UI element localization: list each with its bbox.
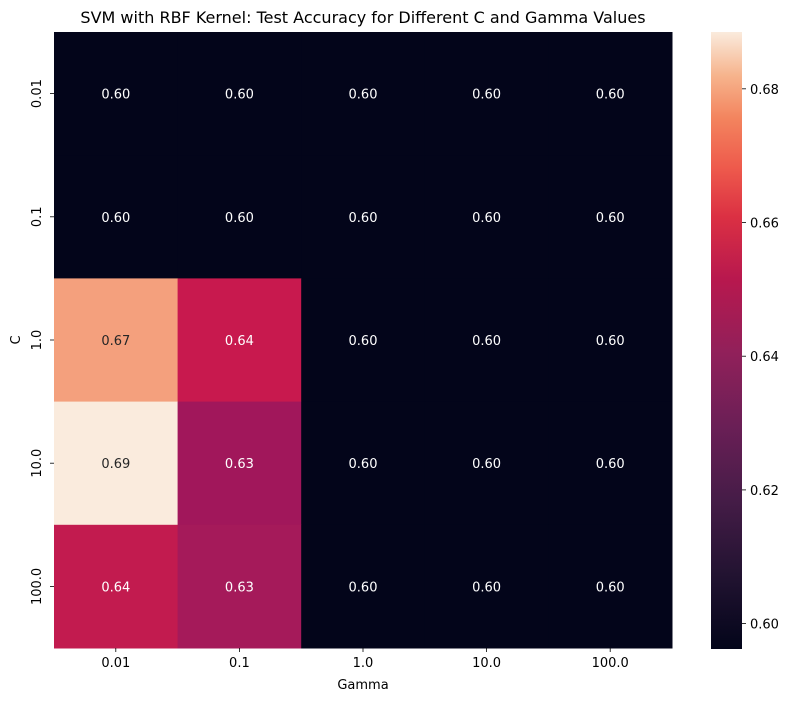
cell-value-label: 0.63	[225, 457, 254, 472]
cell-value-label: 0.60	[472, 334, 501, 349]
y-tick-label: 0.1	[30, 206, 45, 227]
x-tick-label: 10.0	[472, 656, 501, 671]
cell-value-label: 0.60	[472, 88, 501, 103]
cell-value-label: 0.64	[225, 334, 254, 349]
cell-value-label: 0.64	[101, 580, 130, 595]
heatmap-cell	[424, 155, 549, 279]
heatmap-cell-labels: 0.60 0.60 0.60 0.60 0.60 0.60 0.60 0.60 0.60 0.60…	[101, 88, 624, 596]
heatmap-cells	[54, 32, 673, 649]
heatmap-cell	[301, 524, 426, 649]
cell-value-label: 0.67	[101, 334, 130, 349]
heatmap-cell	[548, 32, 673, 156]
x-tick-label: 0.1	[229, 656, 250, 671]
colorbar-tick-label: 0.68	[750, 83, 779, 98]
y-tick-label: 10.0	[30, 449, 45, 478]
heatmap-cell	[177, 401, 302, 526]
x-tick-label: 1.0	[353, 656, 374, 671]
y-tick-label: 100.0	[30, 568, 45, 605]
heatmap-cell	[54, 155, 179, 279]
heatmap-cell	[54, 524, 179, 649]
cell-value-label: 0.60	[472, 457, 501, 472]
y-axis-label: C	[9, 335, 24, 344]
cell-value-label: 0.60	[596, 334, 625, 349]
heatmap-cell	[548, 524, 673, 649]
x-tick-label: 0.01	[101, 656, 130, 671]
heatmap-cell	[177, 278, 302, 403]
cell-value-label: 0.60	[349, 457, 378, 472]
y-tick-label: 0.01	[30, 79, 45, 108]
x-axis-ticks: 0.01 0.1 1.0 10.0 100.0	[101, 648, 629, 671]
cell-value-label: 0.63	[225, 580, 254, 595]
heatmap-cell	[548, 401, 673, 526]
colorbar-ticks: 0.60 0.62 0.64 0.66 0.68	[742, 83, 779, 633]
cell-value-label: 0.60	[101, 88, 130, 103]
heatmap-cell	[54, 32, 179, 156]
colorbar-tick-label: 0.66	[750, 217, 779, 232]
heatmap-cell	[177, 155, 302, 279]
cell-value-label: 0.69	[101, 457, 130, 472]
heatmap-cell	[424, 278, 549, 403]
heatmap-cell	[424, 401, 549, 526]
cell-value-label: 0.60	[225, 88, 254, 103]
cell-value-label: 0.60	[349, 580, 378, 595]
colorbar-gradient	[711, 32, 742, 649]
colorbar-tick-label: 0.62	[750, 484, 779, 499]
x-axis-label: Gamma	[337, 678, 388, 693]
heatmap-cell	[301, 32, 426, 156]
heatmap-cell	[301, 155, 426, 279]
heatmap-cell	[54, 401, 179, 526]
colorbar: 0.60 0.62 0.64 0.66 0.68	[711, 32, 779, 649]
y-axis-ticks: 0.01 0.1 1.0 10.0 100.0	[30, 79, 54, 605]
heatmap-cell	[424, 524, 549, 649]
cell-value-label: 0.60	[101, 211, 130, 226]
cell-value-label: 0.60	[596, 457, 625, 472]
cell-value-label: 0.60	[349, 334, 378, 349]
heatmap-cell	[54, 278, 179, 403]
heatmap-cell	[301, 401, 426, 526]
heatmap-cell	[424, 32, 549, 156]
cell-value-label: 0.60	[472, 580, 501, 595]
heatmap-cell	[301, 278, 426, 403]
cell-value-label: 0.60	[596, 211, 625, 226]
chart-title: SVM with RBF Kernel: Test Accuracy for D…	[80, 8, 645, 27]
cell-value-label: 0.60	[596, 580, 625, 595]
y-tick-label: 1.0	[30, 330, 45, 351]
colorbar-tick-label: 0.60	[750, 618, 779, 633]
x-tick-label: 100.0	[592, 656, 629, 671]
cell-value-label: 0.60	[596, 88, 625, 103]
cell-value-label: 0.60	[225, 211, 254, 226]
heatmap-cell	[548, 278, 673, 403]
colorbar-tick-label: 0.64	[750, 350, 779, 365]
heatmap-cell	[548, 155, 673, 279]
cell-value-label: 0.60	[349, 88, 378, 103]
cell-value-label: 0.60	[349, 211, 378, 226]
heatmap-cell	[177, 32, 302, 156]
heatmap-cell	[177, 524, 302, 649]
cell-value-label: 0.60	[472, 211, 501, 226]
